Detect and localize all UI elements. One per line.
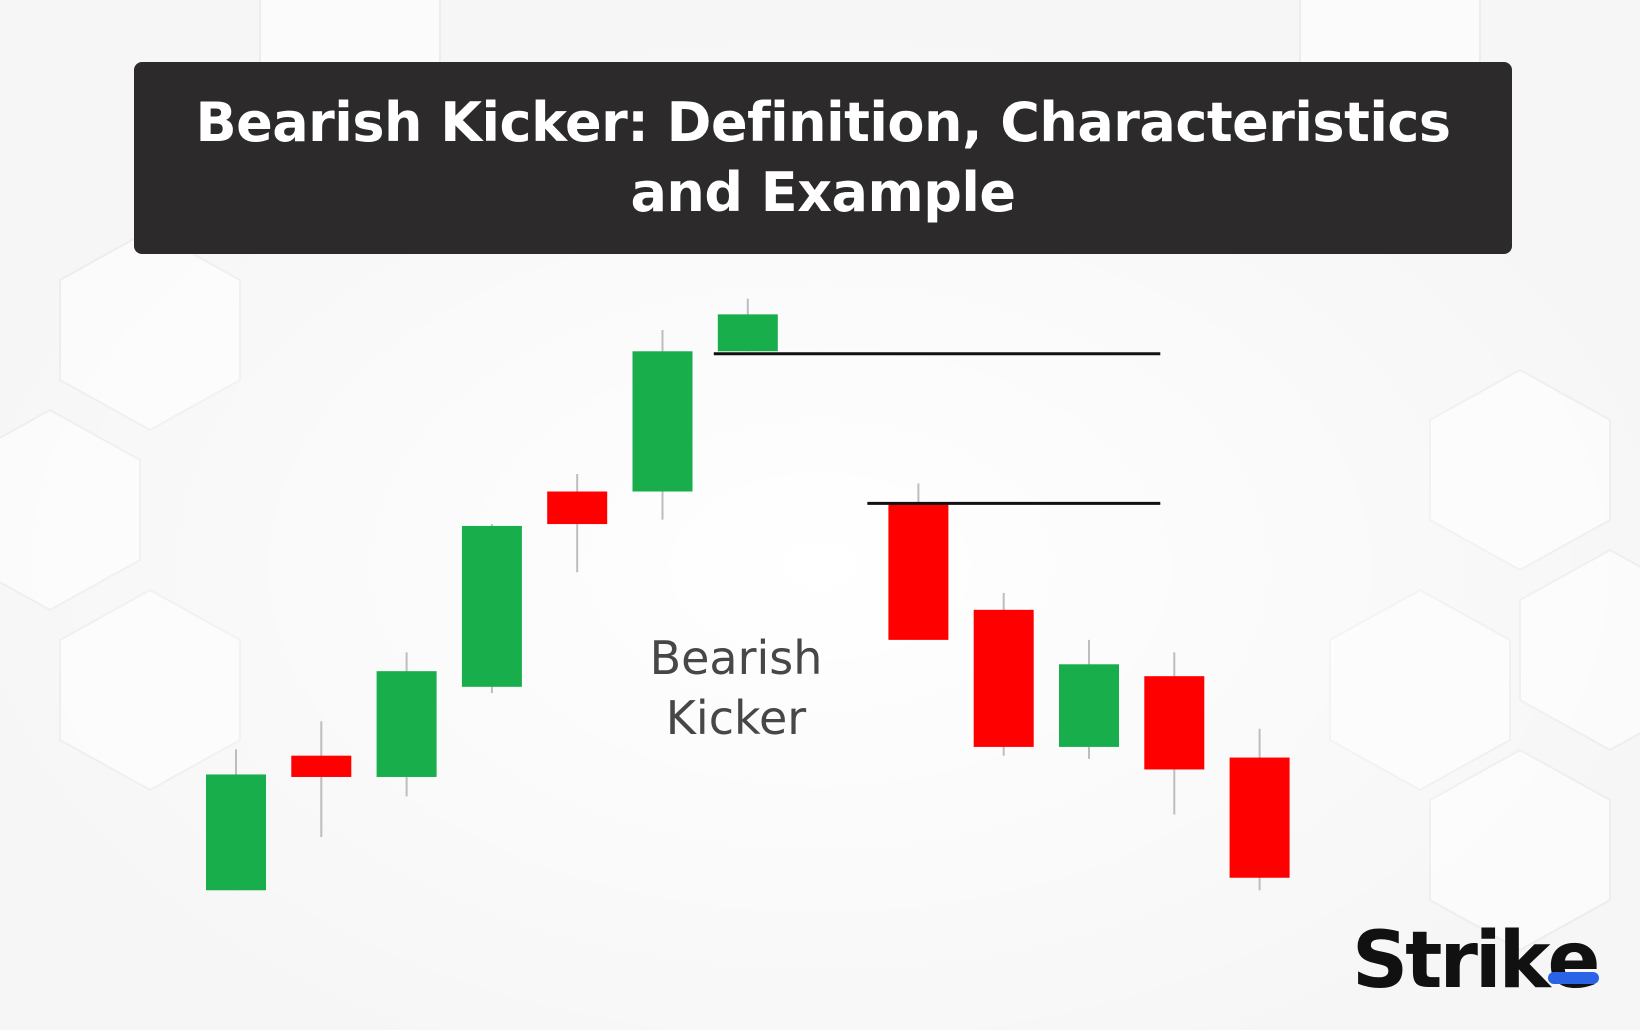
levels-layer: [713, 352, 1161, 505]
candle-2-bearish: [291, 755, 352, 777]
logo-wordmark: Strike: [1352, 916, 1600, 1006]
candle-5-bearish: [547, 491, 608, 525]
candle-3-bullish: [376, 671, 437, 777]
title-line-1: Bearish Kicker: Definition, Characterist…: [195, 91, 1451, 154]
bodies-layer: [206, 314, 1290, 891]
candle-10-bullish: [1059, 664, 1119, 747]
wicks-layer: [235, 298, 1261, 891]
candle-7-bullish: [717, 314, 778, 352]
candle-8-bearish: [888, 502, 949, 640]
title-banner: Bearish Kicker: Definition, Characterist…: [134, 62, 1512, 254]
candle-9-bearish: [973, 609, 1034, 747]
annotation-line-1: Bearish: [649, 631, 823, 685]
candle-12-bearish: [1229, 757, 1290, 878]
annotation-line-2: Kicker: [665, 691, 807, 745]
title-line-2: and Example: [630, 161, 1016, 224]
candle-1-bullish: [206, 774, 266, 891]
strike-logo: Strike: [1352, 916, 1600, 1006]
candle-4-bullish: [461, 525, 522, 687]
candle-6-bullish: [632, 351, 693, 492]
page-title: Bearish Kicker: Definition, Characterist…: [195, 88, 1451, 228]
bearish-kicker-annotation: Bearish Kicker: [600, 628, 872, 748]
candle-11-bearish: [1144, 676, 1205, 770]
